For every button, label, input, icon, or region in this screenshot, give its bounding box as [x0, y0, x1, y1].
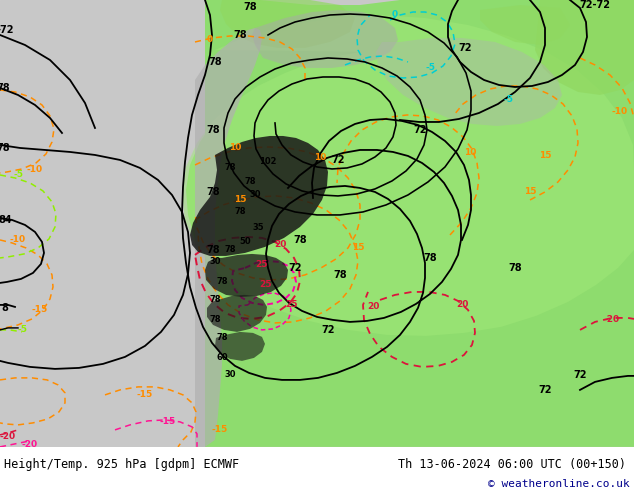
Text: 30: 30 [224, 370, 236, 379]
Text: 20: 20 [367, 302, 379, 312]
Text: 50: 50 [239, 238, 251, 246]
Text: 84: 84 [0, 215, 12, 225]
Text: -20: -20 [22, 441, 38, 449]
Polygon shape [252, 10, 398, 68]
Text: 78: 78 [333, 270, 347, 280]
Text: -15: -15 [32, 305, 48, 315]
Text: 72: 72 [458, 43, 472, 53]
Text: 78: 78 [224, 164, 236, 172]
Text: -20: -20 [0, 432, 16, 441]
Text: 0: 0 [207, 35, 213, 45]
Text: -15: -15 [212, 425, 228, 434]
Text: 78: 78 [234, 207, 246, 217]
Text: 25: 25 [259, 280, 271, 290]
Text: 78: 78 [206, 125, 220, 135]
Text: 78: 78 [423, 253, 437, 263]
Text: 72: 72 [573, 370, 586, 380]
Text: 15: 15 [234, 196, 246, 204]
Polygon shape [480, 5, 570, 45]
Text: 10: 10 [464, 148, 476, 157]
Text: 78: 78 [243, 2, 257, 12]
Text: Th 13-06-2024 06:00 UTC (00+150): Th 13-06-2024 06:00 UTC (00+150) [398, 458, 626, 470]
Text: 102: 102 [259, 157, 277, 167]
Text: 20: 20 [456, 300, 468, 309]
Text: 78: 78 [293, 235, 307, 245]
Text: 78: 78 [224, 245, 236, 254]
Text: 30: 30 [249, 191, 261, 199]
Text: 10: 10 [314, 153, 326, 163]
Text: 78: 78 [208, 57, 222, 67]
Text: -72: -72 [0, 25, 14, 35]
Text: 25: 25 [286, 300, 298, 309]
Text: -10: -10 [612, 107, 628, 117]
Polygon shape [220, 0, 355, 48]
Text: 78: 78 [0, 83, 10, 93]
Polygon shape [205, 254, 288, 297]
Text: -5: -5 [425, 64, 435, 73]
Text: 72: 72 [413, 125, 427, 135]
Polygon shape [376, 38, 562, 126]
Text: 72-72: 72-72 [579, 0, 611, 10]
Text: -20: -20 [604, 316, 620, 324]
Text: 30: 30 [209, 257, 221, 267]
Text: 78: 78 [206, 187, 220, 197]
Polygon shape [186, 0, 634, 447]
Text: 35: 35 [252, 223, 264, 232]
Polygon shape [182, 15, 634, 336]
Text: 78: 78 [209, 316, 221, 324]
Text: 15: 15 [539, 151, 551, 160]
Text: -5: -5 [13, 171, 23, 179]
Text: 20: 20 [274, 241, 286, 249]
Text: © weatheronline.co.uk: © weatheronline.co.uk [488, 479, 630, 489]
Text: -5: -5 [17, 325, 27, 334]
Text: 25: 25 [256, 260, 268, 270]
Text: 72: 72 [321, 325, 335, 335]
Polygon shape [535, 0, 634, 95]
Polygon shape [195, 28, 262, 447]
Text: -10: -10 [10, 235, 26, 245]
Polygon shape [215, 332, 265, 361]
Text: 72: 72 [331, 155, 345, 165]
Text: 78: 78 [209, 295, 221, 304]
Text: 78: 78 [216, 333, 228, 343]
Text: 78: 78 [216, 277, 228, 287]
Text: -5: -5 [503, 96, 513, 104]
Text: 60: 60 [216, 353, 228, 363]
Text: 0: 0 [392, 10, 398, 20]
Text: 78: 78 [206, 245, 220, 255]
Text: 15: 15 [352, 244, 365, 252]
Text: -10: -10 [27, 166, 43, 174]
Text: 72: 72 [288, 263, 302, 273]
Text: 10: 10 [229, 144, 241, 152]
Polygon shape [190, 136, 328, 256]
Text: -15: -15 [160, 417, 176, 426]
Text: 15: 15 [524, 188, 536, 196]
Text: -15: -15 [137, 391, 153, 399]
Text: 78: 78 [508, 263, 522, 273]
Text: 8: 8 [1, 303, 8, 313]
Text: 78: 78 [233, 30, 247, 40]
Text: 78: 78 [0, 143, 10, 153]
Text: 78: 78 [244, 177, 256, 187]
Text: 72: 72 [538, 385, 552, 395]
Polygon shape [207, 295, 267, 332]
Text: Height/Temp. 925 hPa [gdpm] ECMWF: Height/Temp. 925 hPa [gdpm] ECMWF [4, 458, 239, 470]
